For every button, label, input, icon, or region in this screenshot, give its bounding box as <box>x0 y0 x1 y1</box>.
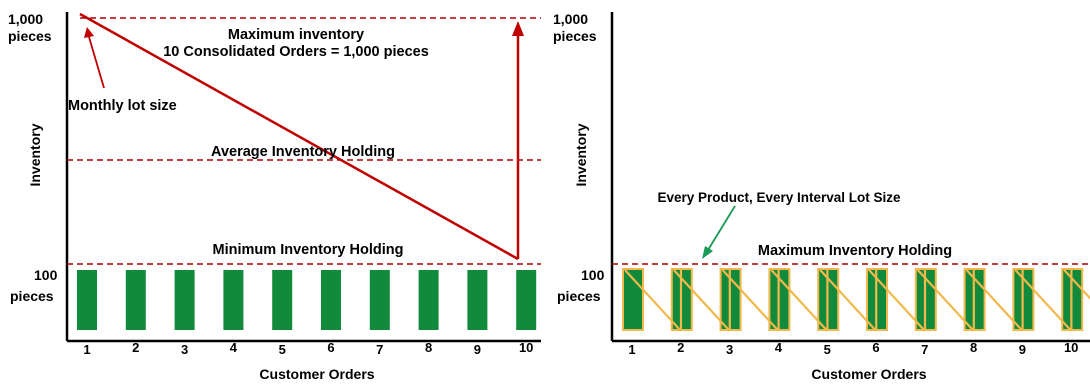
right-sawtooth-diagonal-4 <box>770 269 829 332</box>
left-y-bottom-unit: pieces <box>10 288 54 304</box>
right-x-tick-6: 6 <box>872 340 879 355</box>
left-order-bar-10 <box>516 270 537 330</box>
left-order-bar-2 <box>125 270 146 330</box>
epei-arrow-shaft <box>707 205 736 251</box>
max-inventory-title: Maximum inventory <box>228 27 364 43</box>
monthly-lot-arrow-shaft <box>88 36 105 89</box>
monthly-lot-arrowhead <box>84 27 94 38</box>
right-y-bottom-value: 100 <box>581 267 605 283</box>
right-x-axis-label: Customer Orders <box>811 366 926 382</box>
right-x-tick-7: 7 <box>921 342 928 357</box>
left-bar-group <box>77 270 537 330</box>
minimum-inventory-label: Minimum Inventory Holding <box>213 242 404 258</box>
right-sawtooth-diagonal-5 <box>819 269 878 332</box>
consolidated-orders-label: 10 Consolidated Orders = 1,000 pieces <box>163 44 429 60</box>
right-x-tick-4: 4 <box>775 340 783 355</box>
left-x-axis-label: Customer Orders <box>259 366 374 382</box>
replenishment-arrowhead <box>512 21 524 36</box>
left-y-top-unit: pieces <box>8 28 52 44</box>
epei-arrowhead <box>702 246 713 259</box>
right-sawtooth-diagonal-7 <box>916 269 975 332</box>
left-x-tick-5: 5 <box>279 342 286 357</box>
right-x-tick-1: 1 <box>628 342 635 357</box>
right-sawtooth-diagonal-9 <box>1014 269 1073 332</box>
left-x-tick-2: 2 <box>132 340 139 355</box>
left-order-bar-7 <box>369 270 390 330</box>
average-inventory-label: Average Inventory Holding <box>211 144 395 160</box>
right-chart: 1,000 pieces 100 pieces Inventory Custom… <box>553 11 1090 382</box>
left-y-bottom-value: 100 <box>34 267 58 283</box>
right-sawtooth-diagonal-1 <box>624 269 682 332</box>
right-sawtooth-diagonal-6 <box>868 269 926 332</box>
right-x-tick-8: 8 <box>970 340 977 355</box>
left-order-bar-4 <box>223 270 244 330</box>
right-y-bottom-unit: pieces <box>557 288 601 304</box>
right-sawtooth-diagonal-3 <box>721 269 780 332</box>
left-order-bar-3 <box>174 270 195 330</box>
right-sawtooth-group <box>624 269 1090 332</box>
right-y-axis-label: Inventory <box>573 123 589 186</box>
left-x-tick-6: 6 <box>327 340 334 355</box>
left-order-bar-1 <box>77 270 97 330</box>
right-x-tick-5: 5 <box>824 342 831 357</box>
left-x-tick-7: 7 <box>376 342 383 357</box>
right-x-tick-2: 2 <box>677 340 684 355</box>
right-x-tick-10: 10 <box>1064 340 1078 355</box>
monthly-lot-size-label: Monthly lot size <box>68 98 177 114</box>
maximum-inventory-holding-label: Maximum Inventory Holding <box>758 243 952 259</box>
left-order-bar-5 <box>272 270 293 330</box>
right-sawtooth-diagonal-8 <box>965 269 1024 332</box>
left-x-tick-labels: 1 2 3 4 5 6 7 8 9 10 <box>83 340 533 357</box>
left-x-tick-4: 4 <box>230 340 238 355</box>
left-y-top-value: 1,000 <box>8 11 43 27</box>
left-x-tick-9: 9 <box>474 342 481 357</box>
left-order-bar-8 <box>418 270 439 330</box>
left-order-bar-6 <box>321 270 341 330</box>
epei-lot-size-label: Every Product, Every Interval Lot Size <box>657 190 901 205</box>
left-y-axis-label: Inventory <box>27 123 43 186</box>
left-chart: 1,000 pieces 100 pieces Inventory Custom… <box>8 11 541 382</box>
left-x-tick-3: 3 <box>181 342 188 357</box>
inventory-depletion-line <box>79 12 519 261</box>
left-x-tick-8: 8 <box>425 340 432 355</box>
right-x-tick-3: 3 <box>726 342 733 357</box>
left-x-tick-1: 1 <box>83 342 90 357</box>
left-order-bar-9 <box>467 270 488 330</box>
right-y-top-value: 1,000 <box>553 11 588 27</box>
right-sawtooth-diagonal-10 <box>1063 269 1090 300</box>
right-y-top-unit: pieces <box>553 28 597 44</box>
right-x-tick-9: 9 <box>1019 342 1026 357</box>
right-x-tick-labels: 1 2 3 4 5 6 7 8 9 10 <box>628 340 1078 357</box>
left-x-tick-10: 10 <box>519 340 533 355</box>
right-sawtooth-diagonal-2 <box>672 269 731 332</box>
